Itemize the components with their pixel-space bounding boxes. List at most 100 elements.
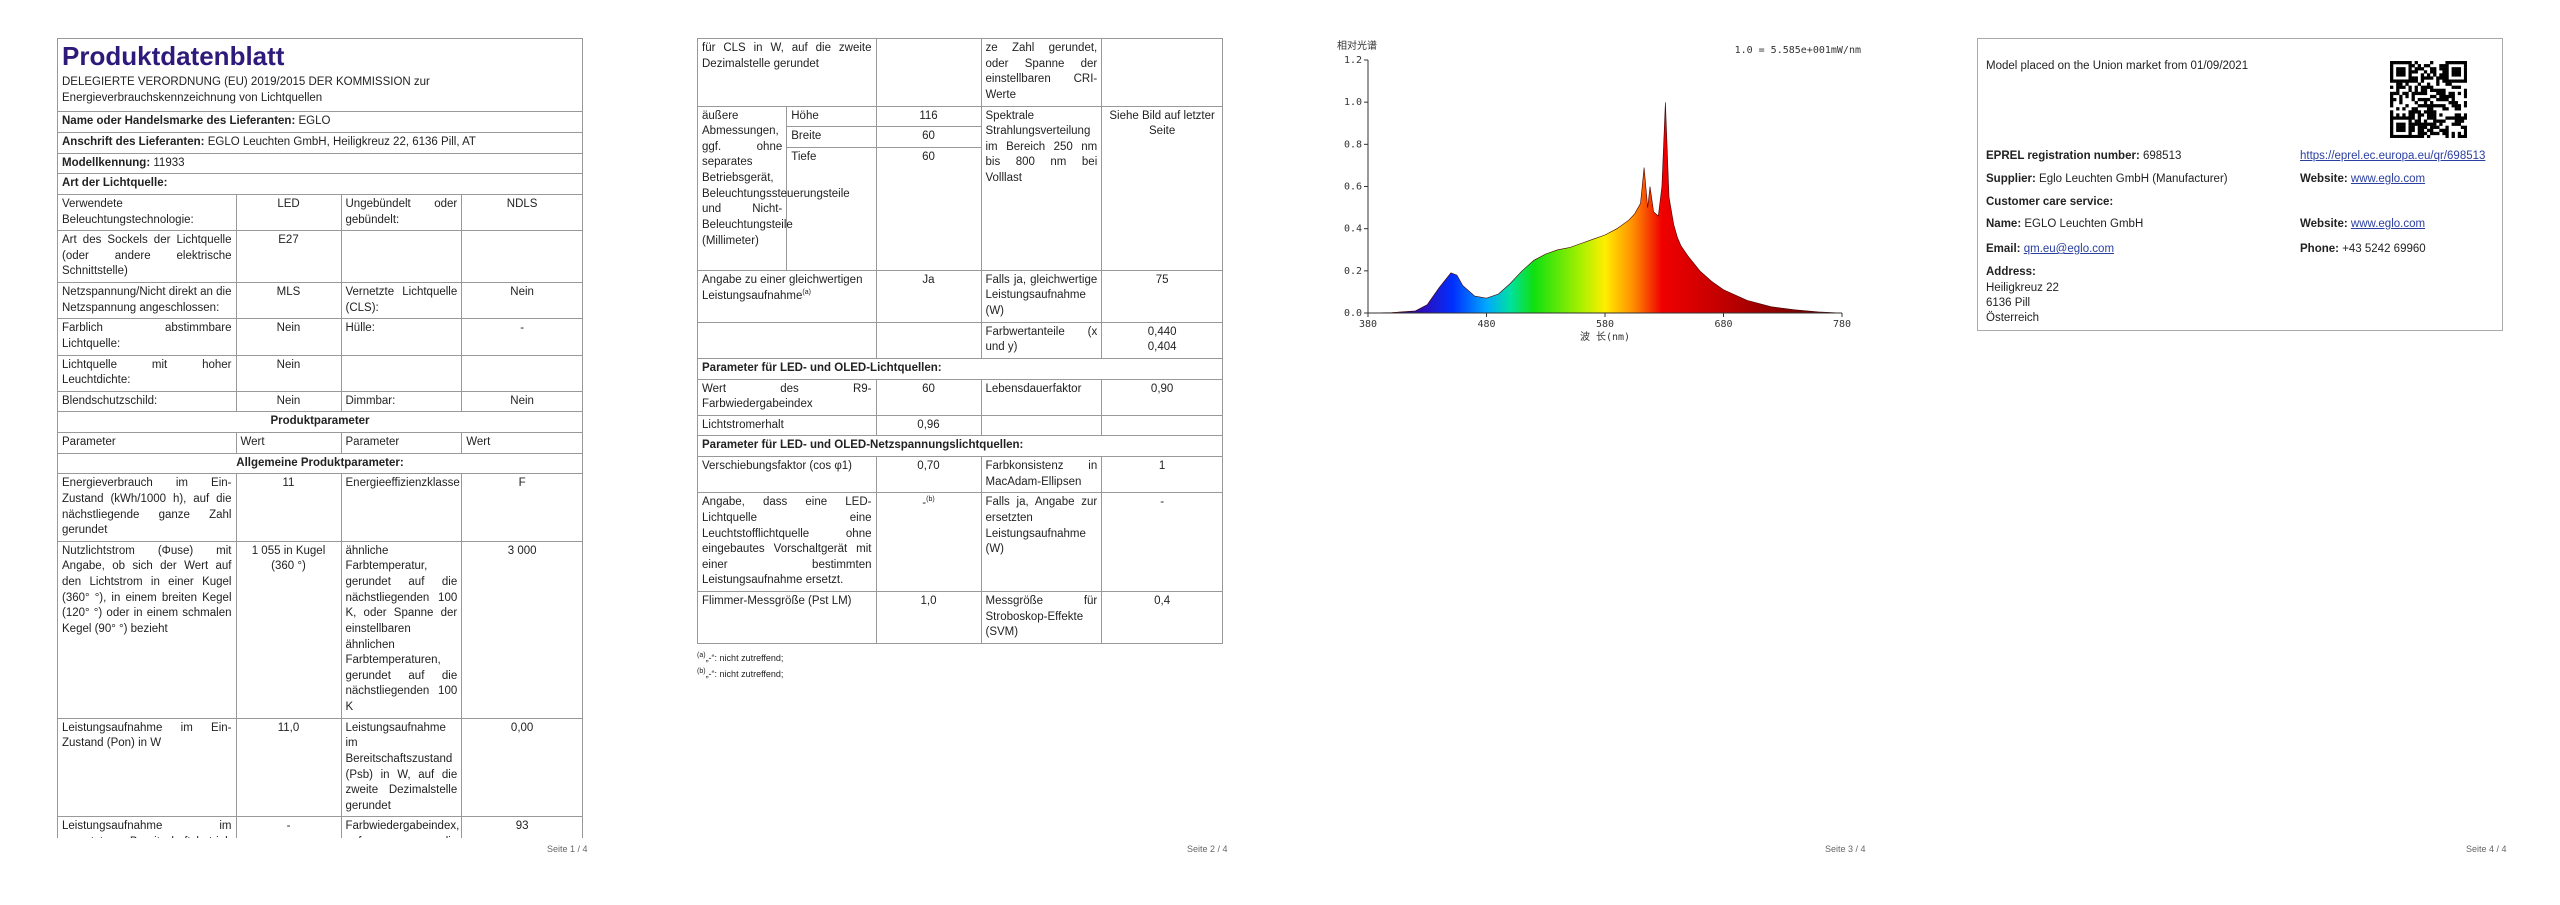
- cell: LED: [235, 193, 342, 232]
- label: Anschrift des Lieferanten:: [62, 136, 205, 149]
- value: +43 5242 69960: [2342, 243, 2426, 255]
- cell: Vernetzte Lichtquelle (CLS):: [340, 282, 463, 320]
- page-1: Produktdatenblatt DELEGIERTE VERORDNUNG (…: [57, 38, 583, 838]
- data-sheet-table: für CLS in W, auf die zweite Dezimalstel…: [697, 38, 1223, 644]
- x-tick-label: 480: [1477, 319, 1495, 330]
- label: Name oder Handelsmarke des Lieferanten:: [62, 115, 296, 128]
- cell: äußere Abmessungen, ggf. ohne separates …: [697, 105, 850, 271]
- footnote: „-“: nicht zutreffend;: [705, 652, 784, 663]
- cell: Nutzlichtstrom (Φuse) mit Angabe, ob sic…: [57, 540, 237, 719]
- page-2: für CLS in W, auf die zweite Dezimalstel…: [697, 38, 1223, 838]
- link[interactable]: www.eglo.com: [2350, 173, 2426, 185]
- page-4-box: Model placed on the Union market from 01…: [1977, 38, 2503, 331]
- cell: 60: [875, 146, 982, 271]
- cell: 1,0: [875, 591, 982, 644]
- cell: Siehe Bild auf letzter Seite: [1101, 105, 1223, 271]
- value: EGLO: [298, 115, 331, 128]
- cell: Nein: [235, 390, 342, 413]
- cell: Energieeffizienzklasse: [340, 473, 463, 542]
- cell: 0,70: [875, 455, 982, 494]
- section-heading: Allgemeine Produktparameter:: [57, 452, 583, 475]
- cell: F: [461, 473, 583, 542]
- cell: Nein: [461, 390, 583, 413]
- page-number: Seite 4 / 4: [2466, 844, 2507, 854]
- qr-code: [2390, 61, 2467, 138]
- cell: Breite: [786, 126, 877, 148]
- label: Website:: [2300, 218, 2348, 230]
- cell: Höhe: [786, 105, 877, 128]
- cell: Blendschutzschild:: [57, 390, 237, 413]
- cell: Verwendete Beleuchtungstechnologie:: [57, 193, 237, 232]
- spectrum-area: [1367, 102, 1843, 314]
- page-number: Seite 2 / 4: [1187, 844, 1228, 854]
- cell: -: [922, 497, 927, 510]
- label: Phone:: [2300, 243, 2339, 255]
- address-line: Heiligkreuz 22: [1986, 282, 2059, 294]
- cell: Ja: [875, 269, 982, 323]
- data-sheet-table: Produktdatenblatt DELEGIERTE VERORDNUNG (…: [57, 38, 583, 838]
- cell: Wert des R9-Farbwiedergabeindex: [697, 378, 877, 416]
- cell: für CLS in W, auf die zweite Dezimalstel…: [697, 38, 877, 107]
- cell: -: [461, 318, 583, 356]
- cell: Messgröße für Stroboskop-Effekte (SVM): [980, 591, 1103, 644]
- column-header: Wert: [461, 432, 583, 454]
- cell: Leistungsaufnahme im Ein-Zustand (Pon) i…: [57, 717, 237, 818]
- page-number: Seite 3 / 4: [1825, 844, 1866, 854]
- cell: Tiefe: [786, 146, 877, 271]
- link[interactable]: qm.eu@eglo.com: [2023, 243, 2115, 255]
- label: Email:: [1986, 243, 2021, 255]
- cell: Leistungsaufnahme im vernetzten Bereitsc…: [57, 816, 237, 838]
- cell: 1 055 in Kugel (360 °): [235, 540, 342, 719]
- page-number: Seite 1 / 4: [547, 844, 588, 854]
- section-heading: Art der Lichtquelle:: [57, 173, 583, 195]
- cell: Leistungsaufnahme im Bereitschaftszustan…: [340, 717, 463, 818]
- cell: 1: [1101, 455, 1223, 494]
- value: EGLO Leuchten GmbH: [2024, 218, 2144, 230]
- x-axis-label: 波 长(nm): [1580, 330, 1630, 343]
- label: EPREL registration number:: [1986, 150, 2140, 162]
- cell: Angabe, dass eine LED-Lichtquelle eine L…: [697, 492, 877, 592]
- y-tick-label: 1.2: [1344, 55, 1362, 66]
- footnote: „-“: nicht zutreffend;: [705, 669, 784, 680]
- link[interactable]: https://eprel.ec.europa.eu/qr/698513: [2300, 150, 2486, 162]
- cell: 11: [235, 473, 342, 542]
- label: Address:: [1986, 266, 2036, 278]
- label: Modellkennung:: [62, 156, 151, 169]
- column-header: Parameter: [57, 432, 237, 454]
- cell: Lichtstromerhalt: [697, 414, 877, 437]
- cell: Hülle:: [340, 318, 463, 356]
- cell: 93: [461, 816, 583, 838]
- link[interactable]: www.eglo.com: [2350, 218, 2426, 230]
- cell: ähnliche Farbtemperatur, gerundet auf di…: [340, 540, 463, 719]
- y-tick-label: 0.6: [1344, 182, 1362, 193]
- text: Model placed on the Union market from 01…: [1986, 60, 2249, 72]
- cell: Energieverbrauch im Ein-Zustand (kWh/100…: [57, 473, 237, 542]
- cell: Lichtquelle mit hoher Leuchtdichte:: [57, 354, 237, 392]
- cell: 60: [875, 378, 982, 416]
- cell: Nein: [235, 318, 342, 356]
- cell: 0,96: [875, 414, 982, 437]
- x-tick-label: 580: [1596, 319, 1614, 330]
- cell: Nein: [235, 354, 342, 392]
- cell: Farbwertanteile (x und y): [980, 321, 1103, 359]
- cell: Nein: [461, 282, 583, 320]
- cell: 0,4: [1101, 591, 1223, 644]
- subtitle: DELEGIERTE VERORDNUNG (EU) 2019/2015 DER…: [62, 76, 430, 104]
- cell: 75: [1101, 269, 1223, 323]
- spectrum-chart: 相对光谱 1.0 = 5.585e+001mW/nm 波 长(nm) 0.0 0.…: [1337, 39, 1861, 343]
- cell: 60: [875, 126, 982, 148]
- y-tick-label: 0.2: [1344, 266, 1362, 277]
- section-heading: Parameter für LED- und OLED-Netzspannung…: [697, 435, 1223, 457]
- y-tick-label: 1.0: [1344, 97, 1362, 108]
- y-axis-label: 相对光谱: [1337, 39, 1377, 52]
- cell: Falls ja, Angabe zur ersetzten Leistungs…: [980, 492, 1103, 592]
- cell: Flimmer-Messgröße (Pst LM): [697, 591, 877, 644]
- cell: -: [235, 816, 342, 838]
- cell: 0,00: [461, 717, 583, 818]
- footnote-mark: (b): [697, 668, 706, 676]
- y-tick-label: 0.0: [1344, 308, 1362, 319]
- cell: 3 000: [461, 540, 583, 719]
- section-heading: Produktparameter: [57, 411, 583, 434]
- cell: Spektrale Strahlungsverteilung im Bereic…: [980, 105, 1103, 271]
- cell: Farbkonsistenz in MacAdam-Ellipsen: [980, 455, 1103, 494]
